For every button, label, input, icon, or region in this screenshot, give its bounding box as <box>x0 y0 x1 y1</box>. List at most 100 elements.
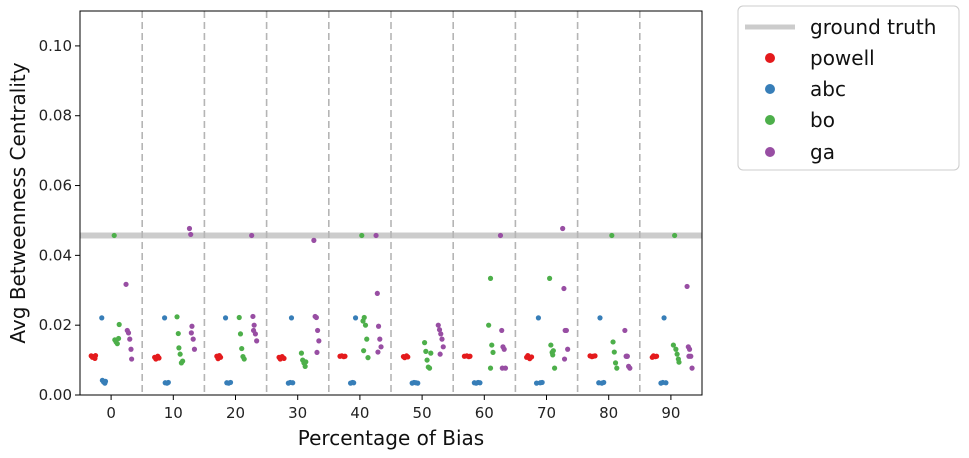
data-point-ga <box>686 346 693 352</box>
data-point-ga <box>439 336 445 342</box>
data-point-abc <box>102 378 109 384</box>
data-point-ga <box>314 349 320 356</box>
data-point-ga <box>313 314 319 321</box>
y-axis-label: Avg Betweenness Centrality <box>6 62 30 343</box>
legend-entry-powell: powell <box>765 46 875 70</box>
data-point-ga <box>190 336 196 342</box>
data-point-bo <box>236 314 242 321</box>
data-point-powell <box>528 354 535 360</box>
legend-entry-bo: bo <box>765 108 835 132</box>
data-point-bo <box>362 322 369 328</box>
data-point-bo <box>428 350 434 356</box>
x-tick-label: 40 <box>350 404 369 422</box>
data-point-bo <box>239 345 245 352</box>
data-point-abc <box>165 379 171 386</box>
data-point-abc <box>99 315 105 321</box>
data-point-bo <box>423 348 429 354</box>
data-point-ga <box>127 336 133 342</box>
data-point-ga <box>378 344 384 350</box>
data-point-abc <box>161 315 168 321</box>
data-point-bo <box>364 336 370 342</box>
data-point-bo <box>610 339 616 345</box>
series-powell <box>88 352 660 362</box>
data-point-powell <box>467 353 473 359</box>
data-point-ga <box>375 323 382 329</box>
data-point-abc <box>535 315 542 321</box>
data-point-bo <box>490 349 496 356</box>
data-point-powell <box>592 353 598 359</box>
data-point-ga <box>129 356 135 362</box>
data-point-bo <box>424 357 430 363</box>
data-point-ga <box>377 336 383 342</box>
series-ga <box>123 225 695 371</box>
y-axis: 0.00 0.02 0.04 0.06 0.08 0.10 <box>39 37 80 404</box>
data-point-bo <box>487 275 494 281</box>
data-point-bo <box>426 365 433 371</box>
data-point-bo <box>674 351 680 357</box>
y-tick-label: 0.06 <box>39 177 72 195</box>
data-point-abc <box>539 379 545 386</box>
y-tick-label: 0.04 <box>39 246 72 264</box>
data-point-ga <box>250 313 256 320</box>
legend-label: ground truth <box>810 15 936 39</box>
data-point-ga <box>191 346 198 352</box>
data-point-bo <box>302 363 308 369</box>
data-point-ga <box>622 327 628 334</box>
data-point-bo <box>609 232 615 239</box>
y-tick-label: 0.02 <box>39 316 72 334</box>
data-point-ga <box>374 290 380 297</box>
x-axis: 0 10 20 30 40 50 60 70 80 90 <box>106 395 680 422</box>
data-point-bo <box>489 342 495 348</box>
data-point-abc <box>415 380 421 386</box>
data-point-bo <box>303 359 309 365</box>
x-axis-label: Percentage of Bias <box>298 426 484 450</box>
legend-frame <box>737 5 960 171</box>
data-point-ga <box>437 351 443 357</box>
data-point-bo <box>548 342 554 348</box>
legend-entry-ga: ga <box>765 140 835 164</box>
data-point-ga <box>249 232 255 239</box>
plot-frame <box>79 10 703 396</box>
data-point-bo <box>551 365 558 371</box>
data-point-ga <box>436 327 443 333</box>
y-tick-label: 0.10 <box>39 37 72 55</box>
data-point-abc <box>533 380 540 386</box>
data-point-powell <box>92 352 99 359</box>
plot-area <box>80 11 702 395</box>
data-point-bo <box>237 331 244 337</box>
data-point-powell <box>405 354 411 360</box>
data-point-bo <box>486 322 492 328</box>
series-bo <box>111 232 682 371</box>
data-point-ga <box>689 365 695 371</box>
x-tick-label: 10 <box>164 404 183 422</box>
data-point-ga <box>440 344 446 350</box>
data-point-abc <box>352 315 359 321</box>
data-point-abc <box>351 380 357 386</box>
legend-label: powell <box>810 46 875 70</box>
data-point-ga <box>627 365 633 371</box>
data-point-bo <box>111 232 117 239</box>
data-point-bo <box>676 359 682 365</box>
data-point-abc <box>227 379 234 386</box>
data-point-abc <box>597 315 603 321</box>
legend-swatch-marker <box>765 115 775 125</box>
x-tick-label: 70 <box>537 404 556 422</box>
x-tick-label: 20 <box>226 404 245 422</box>
legend-entry-ground-truth: ground truth <box>745 15 936 39</box>
x-tick-label: 60 <box>475 404 494 422</box>
data-point-bo <box>176 345 182 351</box>
data-point-powell <box>217 354 224 360</box>
data-point-bo <box>180 358 186 364</box>
data-point-ga <box>561 356 568 362</box>
data-point-ga <box>250 327 257 334</box>
data-point-ga <box>563 327 570 334</box>
data-point-abc <box>477 380 483 386</box>
data-point-ga <box>311 237 317 243</box>
data-point-ga <box>315 327 321 334</box>
data-point-ga <box>499 327 505 334</box>
data-point-abc <box>661 315 667 321</box>
legend-swatch-marker <box>765 147 775 157</box>
data-point-ga <box>316 338 322 344</box>
data-point-bo <box>614 365 620 371</box>
